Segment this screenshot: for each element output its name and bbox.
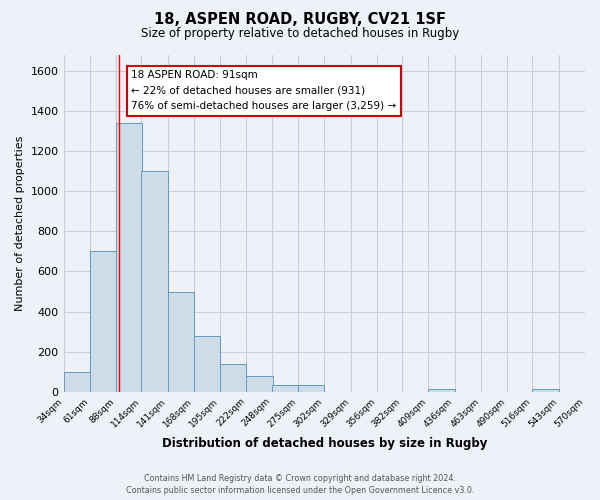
Bar [116,123,142,392]
Y-axis label: Number of detached properties: Number of detached properties [15,136,25,311]
Bar [142,171,167,392]
Bar [272,384,298,392]
Text: 18, ASPEN ROAD, RUGBY, CV21 1SF: 18, ASPEN ROAD, RUGBY, CV21 1SF [154,12,446,28]
Text: Contains HM Land Registry data © Crown copyright and database right 2024.
Contai: Contains HM Land Registry data © Crown c… [126,474,474,495]
Bar [64,372,90,392]
Text: Size of property relative to detached houses in Rugby: Size of property relative to detached ho… [141,28,459,40]
Bar [90,252,116,392]
Bar [532,388,559,392]
Bar [220,364,247,392]
Text: 18 ASPEN ROAD: 91sqm
← 22% of detached houses are smaller (931)
76% of semi-deta: 18 ASPEN ROAD: 91sqm ← 22% of detached h… [131,70,397,112]
Bar [298,384,324,392]
X-axis label: Distribution of detached houses by size in Rugby: Distribution of detached houses by size … [161,437,487,450]
Bar [167,292,194,392]
Bar [247,376,273,392]
Bar [194,336,220,392]
Bar [428,388,455,392]
